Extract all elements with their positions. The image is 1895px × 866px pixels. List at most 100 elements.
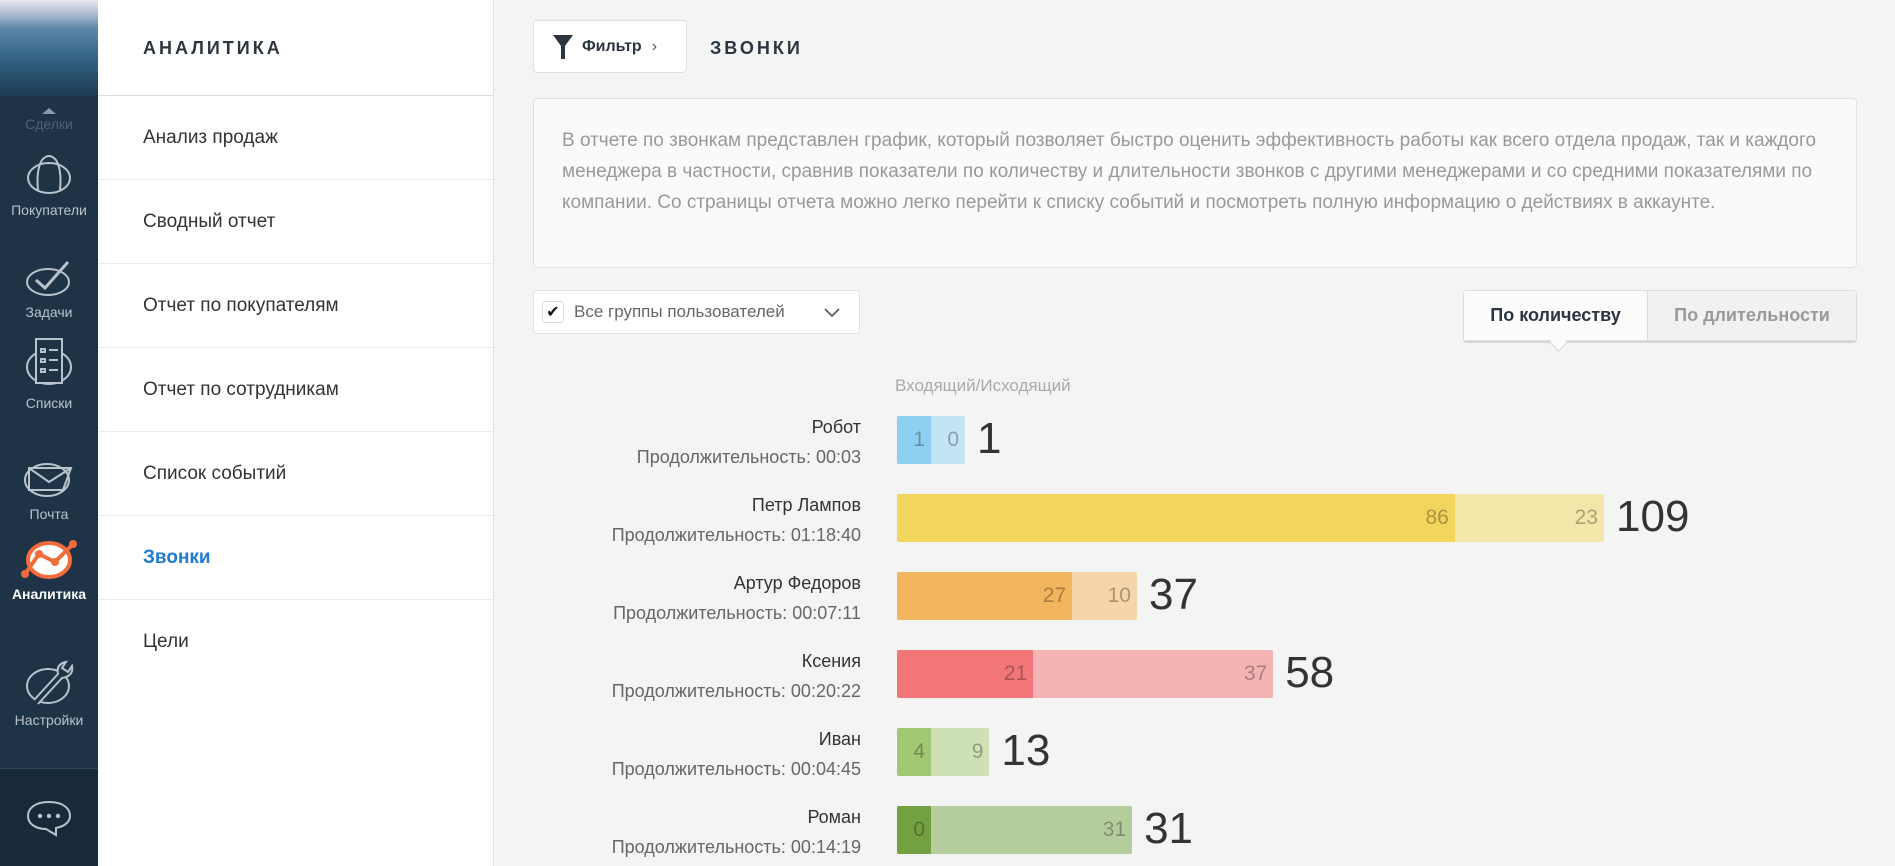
duration-value: 00:04:45 bbox=[790, 759, 861, 779]
outgoing-segment[interactable]: 0 bbox=[931, 416, 965, 464]
rail-label: Списки bbox=[25, 395, 73, 411]
rail-label: Почта bbox=[29, 506, 69, 522]
submenu-item-sales-analysis[interactable]: Анализ продаж bbox=[98, 96, 493, 180]
outgoing-segment[interactable]: 23 bbox=[1454, 494, 1604, 542]
duration-value: 01:18:40 bbox=[790, 525, 861, 545]
submenu-item-summary[interactable]: Сводный отчет bbox=[98, 180, 493, 264]
tab-by-count[interactable]: По количеству bbox=[1464, 291, 1648, 340]
chart-row[interactable]: Иван Продолжительность: 00:04:45 4 9 13 bbox=[540, 726, 1840, 779]
rail-item-customers[interactable]: Покупатели bbox=[0, 150, 98, 218]
row-label: Иван Продолжительность: 00:04:45 bbox=[540, 724, 861, 784]
submenu-item-employees-report[interactable]: Отчет по сотрудникам bbox=[98, 348, 493, 432]
user-groups-label: Все группы пользователей bbox=[574, 302, 785, 321]
submenu-item-customers-report[interactable]: Отчет по покупателям bbox=[98, 264, 493, 348]
tasks-icon bbox=[26, 261, 70, 296]
rail-label: Покупатели bbox=[11, 202, 87, 218]
call-duration: Продолжительность: 00:07:11 bbox=[540, 598, 861, 628]
call-duration: Продолжительность: 01:18:40 bbox=[540, 520, 861, 550]
stacked-bar[interactable]: 21 37 bbox=[897, 650, 1274, 698]
outgoing-segment[interactable]: 37 bbox=[1033, 650, 1274, 698]
duration-prefix: Продолжительность: bbox=[613, 603, 793, 623]
total-calls: 1 bbox=[977, 414, 1002, 463]
chart-row[interactable]: Артур Федоров Продолжительность: 00:07:11… bbox=[540, 570, 1840, 623]
call-duration: Продолжительность: 00:20:22 bbox=[540, 676, 861, 706]
employee-name[interactable]: Артур Федоров bbox=[733, 573, 861, 593]
submenu-item-events[interactable]: Список событий bbox=[98, 432, 493, 516]
incoming-segment[interactable]: 86 bbox=[897, 494, 1455, 542]
duration-prefix: Продолжительность: bbox=[636, 447, 816, 467]
duration-value: 00:20:22 bbox=[790, 681, 861, 701]
outgoing-segment[interactable]: 31 bbox=[931, 806, 1133, 854]
chat-section bbox=[0, 768, 98, 866]
lists-icon bbox=[26, 338, 72, 385]
submenu-item-goals[interactable]: Цели bbox=[143, 631, 189, 652]
outgoing-segment[interactable]: 9 bbox=[931, 728, 990, 776]
row-label: Роман Продолжительность: 00:14:19 bbox=[540, 802, 861, 862]
chart-legend: Входящий/Исходящий bbox=[895, 376, 1071, 395]
incoming-segment[interactable]: 1 bbox=[897, 416, 931, 464]
mail-icon bbox=[24, 463, 73, 497]
page-title: ЗВОНКИ bbox=[710, 38, 803, 58]
submenu-title: АНАЛИТИКА bbox=[98, 0, 493, 96]
chart-row[interactable]: Робот Продолжительность: 00:03 1 0 1 bbox=[540, 414, 1840, 467]
tab-by-duration[interactable]: По длительности bbox=[1648, 291, 1856, 340]
checkbox-checked-icon[interactable]: ✔ bbox=[542, 301, 564, 323]
incoming-segment[interactable]: 21 bbox=[897, 650, 1034, 698]
chevron-down-icon bbox=[824, 308, 840, 318]
duration-value: 00:07:11 bbox=[792, 603, 861, 623]
stacked-bar[interactable]: 27 10 bbox=[897, 572, 1137, 620]
rail-item-mail[interactable]: Почта bbox=[0, 460, 98, 522]
stacked-bar[interactable]: 0 31 bbox=[897, 806, 1133, 854]
row-label: Петр Лампов Продолжительность: 01:18:40 bbox=[540, 490, 861, 550]
total-calls: 13 bbox=[1001, 726, 1051, 775]
stacked-bar[interactable]: 86 23 bbox=[897, 494, 1604, 542]
employee-name[interactable]: Ксения bbox=[801, 651, 861, 671]
chart-row[interactable]: Ксения Продолжительность: 00:20:22 21 37 58 bbox=[540, 648, 1840, 701]
rail-item-deals[interactable]: Сделки bbox=[0, 108, 98, 132]
chevron-right-icon: › bbox=[651, 37, 658, 55]
call-duration: Продолжительность: 00:04:45 bbox=[540, 754, 861, 784]
employee-name[interactable]: Иван bbox=[818, 729, 861, 749]
row-label: Ксения Продолжительность: 00:20:22 bbox=[540, 646, 861, 706]
total-calls: 37 bbox=[1148, 570, 1198, 619]
filter-button[interactable]: Фильтр › bbox=[533, 20, 687, 73]
account-photo[interactable] bbox=[0, 0, 98, 96]
total-calls: 109 bbox=[1616, 492, 1690, 541]
duration-prefix: Продолжительность: bbox=[611, 759, 791, 779]
call-duration: Продолжительность: 00:14:19 bbox=[540, 832, 861, 862]
analytics-submenu: АНАЛИТИКА Анализ продаж Сводный отчет От… bbox=[98, 0, 494, 866]
analytics-icon bbox=[21, 540, 77, 579]
row-label: Робот Продолжительность: 00:03 bbox=[540, 412, 861, 472]
incoming-segment[interactable]: 4 bbox=[897, 728, 931, 776]
rail-item-analytics[interactable]: Аналитика bbox=[0, 540, 98, 602]
rail-label: Задачи bbox=[25, 304, 73, 320]
duration-prefix: Продолжительность: bbox=[611, 837, 791, 857]
chat-icon[interactable] bbox=[26, 799, 72, 837]
app-sidebar: Сделки Покупатели Задачи Списки Почта Ан… bbox=[0, 0, 98, 866]
submenu-item-calls[interactable]: Звонки bbox=[98, 516, 493, 600]
incoming-segment[interactable]: 27 bbox=[897, 572, 1073, 620]
duration-prefix: Продолжительность: bbox=[611, 525, 791, 545]
report-description: В отчете по звонкам представлен график, … bbox=[533, 98, 1857, 268]
employee-name[interactable]: Роман bbox=[807, 807, 861, 827]
row-label: Артур Федоров Продолжительность: 00:07:11 bbox=[540, 568, 861, 628]
metric-toggle: По количеству По длительности bbox=[1463, 290, 1857, 341]
rail-item-lists[interactable]: Списки bbox=[0, 335, 98, 411]
settings-icon bbox=[26, 660, 74, 705]
employee-name[interactable]: Робот bbox=[811, 417, 861, 437]
user-groups-select[interactable]: ✔ Все группы пользователей bbox=[533, 290, 860, 334]
employee-name[interactable]: Петр Лампов bbox=[751, 495, 861, 515]
duration-value: 00:14:19 bbox=[790, 837, 861, 857]
rail-label: Аналитика bbox=[11, 586, 87, 602]
filter-label: Фильтр bbox=[582, 37, 642, 55]
chart-row[interactable]: Роман Продолжительность: 00:14:19 0 31 31 bbox=[540, 804, 1840, 857]
rail-item-tasks[interactable]: Задачи bbox=[0, 258, 98, 320]
incoming-segment[interactable]: 0 bbox=[897, 806, 931, 854]
chart-row[interactable]: Петр Лампов Продолжительность: 01:18:40 86… bbox=[540, 492, 1840, 545]
outgoing-segment[interactable]: 10 bbox=[1072, 572, 1137, 620]
rail-item-settings[interactable]: Настройки bbox=[0, 660, 98, 728]
duration-prefix: Продолжительность: bbox=[611, 681, 791, 701]
total-calls: 31 bbox=[1144, 804, 1194, 853]
